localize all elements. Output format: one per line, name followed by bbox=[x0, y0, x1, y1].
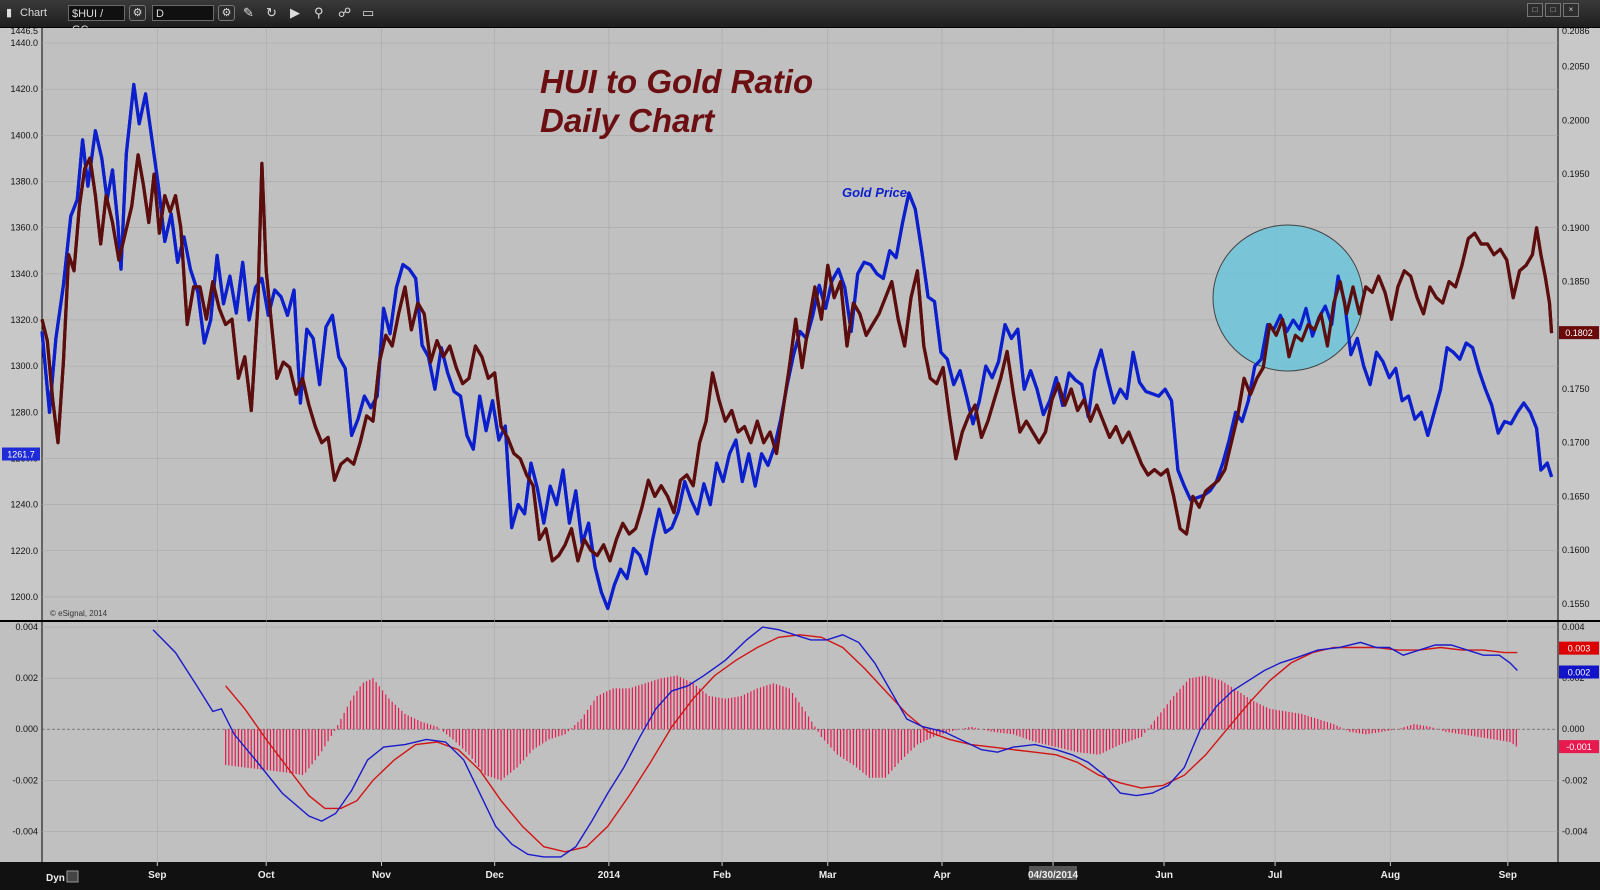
hui-gold-ratio-line-overlay bbox=[40, 153, 1554, 563]
left-tick-label: 1280.0 bbox=[10, 407, 38, 417]
left-tick-label: 1400.0 bbox=[10, 130, 38, 140]
left-tick-label: 1200.0 bbox=[10, 592, 38, 602]
left-tick-label: 1380.0 bbox=[10, 176, 38, 186]
interval-select[interactable]: D bbox=[152, 5, 214, 21]
right-tick-label: 0.1900 bbox=[1562, 223, 1590, 233]
left-tick-label: 1220.0 bbox=[10, 546, 38, 556]
right-tick-label: 0.1600 bbox=[1562, 545, 1590, 555]
zoom-icon[interactable]: ⚲ bbox=[314, 5, 324, 20]
crosshair-date-box bbox=[1029, 866, 1078, 880]
chart-subtitle: Daily Chart bbox=[540, 102, 716, 139]
left-tick-label: 1440.0 bbox=[10, 38, 38, 48]
macd-last-value-tag: 0.002 bbox=[1568, 668, 1591, 678]
comment-icon[interactable]: ▭ bbox=[362, 5, 375, 20]
chart-toolbar: ▮ Chart $HUI / GC ⚙ D ⚙ ✎ ↻ ▶ ⚲ ☍ ▭ □ □ … bbox=[0, 0, 1600, 36]
macd-right-tick-label: -0.002 bbox=[1562, 775, 1588, 785]
right-axis-panel bbox=[1558, 28, 1600, 620]
x-tick-label: Jun bbox=[1155, 870, 1173, 881]
draw-pencil-icon[interactable]: ✎ bbox=[243, 5, 254, 20]
macd-right-tick-label: -0.004 bbox=[1562, 826, 1588, 836]
time-axis bbox=[0, 862, 1600, 890]
right-tick-label: 0.2000 bbox=[1562, 115, 1590, 125]
gold-price-annotation: Gold Price bbox=[842, 185, 907, 200]
left-tick-label: 1420.0 bbox=[10, 84, 38, 94]
x-tick-label: Sep bbox=[1499, 870, 1517, 881]
close-button[interactable]: × bbox=[1563, 3, 1579, 17]
macd-right-tick-label: 0.004 bbox=[1562, 622, 1585, 632]
ratio-last-value-tag-box bbox=[1559, 326, 1599, 340]
x-tick-label: Jul bbox=[1268, 870, 1283, 881]
left-tick-label: 1340.0 bbox=[10, 269, 38, 279]
link-icon[interactable]: ☍ bbox=[338, 5, 352, 20]
macd-left-tick-label: -0.004 bbox=[12, 826, 38, 836]
left-axis-panel bbox=[0, 28, 42, 620]
axis-corner-label: Dyn bbox=[46, 873, 65, 884]
signal-last-value-tag-box bbox=[1559, 641, 1599, 655]
right-tick-label: 0.1950 bbox=[1562, 169, 1590, 179]
right-tick-label: 0.1550 bbox=[1562, 599, 1590, 609]
right-tick-label: 0.1850 bbox=[1562, 277, 1590, 287]
restore-button[interactable]: □ bbox=[1527, 3, 1543, 17]
right-tick-label: 0.1650 bbox=[1562, 491, 1590, 501]
x-tick-label: Feb bbox=[713, 870, 731, 881]
x-tick-label: Mar bbox=[819, 870, 837, 881]
interval-link-icon[interactable]: ⚙ bbox=[218, 5, 235, 21]
x-tick-label: Oct bbox=[258, 870, 275, 881]
left-tick-label: 1300.0 bbox=[10, 361, 38, 371]
refresh-icon[interactable]: ↻ bbox=[266, 5, 277, 20]
right-tick-label: 0.2050 bbox=[1562, 62, 1590, 72]
signal-last-value-tag: 0.003 bbox=[1568, 644, 1591, 654]
left-tick-label: 1320.0 bbox=[10, 315, 38, 325]
gold-price-line-overlay bbox=[40, 82, 1554, 611]
x-tick-label: Dec bbox=[485, 870, 504, 881]
symbol-input[interactable]: $HUI / GC bbox=[68, 5, 125, 36]
chart-window-icon: ▮ bbox=[6, 7, 13, 19]
play-icon[interactable]: ▶ bbox=[290, 5, 300, 20]
axis-corner-button[interactable] bbox=[66, 870, 79, 883]
x-tick-label: Sep bbox=[148, 870, 166, 881]
right-tick-label: 0.1750 bbox=[1562, 384, 1590, 394]
watermark: © eSignal, 2014 bbox=[50, 609, 108, 618]
left-tick-label: 1240.0 bbox=[10, 500, 38, 510]
x-tick-label: Apr bbox=[933, 870, 950, 881]
x-tick-label: Nov bbox=[372, 870, 391, 881]
gold-last-value-tag-box bbox=[2, 447, 40, 461]
left-axis-top-label: 1446.5 bbox=[10, 28, 38, 36]
gold-last-value-tag: 1261.7 bbox=[7, 450, 35, 460]
right-axis-top-label: 0.2086 bbox=[1562, 28, 1590, 36]
price-chart: 1200.01220.01240.01260.01280.01300.01320… bbox=[0, 28, 1600, 890]
macd-left-tick-label: 0.000 bbox=[15, 724, 38, 734]
macd-right-tick-label: 0.000 bbox=[1562, 724, 1585, 734]
macd-left-tick-label: -0.002 bbox=[12, 775, 38, 785]
symbol-link-icon[interactable]: ⚙ bbox=[129, 5, 146, 21]
x-tick-label: 2014 bbox=[598, 870, 621, 881]
histogram-last-value-tag: -0.001 bbox=[1566, 742, 1592, 752]
macd-line bbox=[152, 626, 1518, 858]
signal-line bbox=[225, 634, 1518, 853]
maximize-button[interactable]: □ bbox=[1545, 3, 1561, 17]
app-label: Chart bbox=[20, 7, 47, 19]
left-tick-label: 1360.0 bbox=[10, 223, 38, 233]
macd-left-tick-label: 0.004 bbox=[15, 622, 38, 632]
x-tick-label: Aug bbox=[1381, 870, 1400, 881]
histogram-last-value-tag-box bbox=[1559, 740, 1599, 754]
macd-left-tick-label: 0.002 bbox=[15, 673, 38, 683]
chart-title: HUI to Gold Ratio bbox=[540, 63, 813, 100]
macd-last-value-tag-box bbox=[1559, 665, 1599, 679]
ratio-last-value-tag: 0.1802 bbox=[1565, 328, 1593, 338]
x-tick-label: 04/30/2014 bbox=[1028, 870, 1078, 881]
right-tick-label: 0.1700 bbox=[1562, 438, 1590, 448]
